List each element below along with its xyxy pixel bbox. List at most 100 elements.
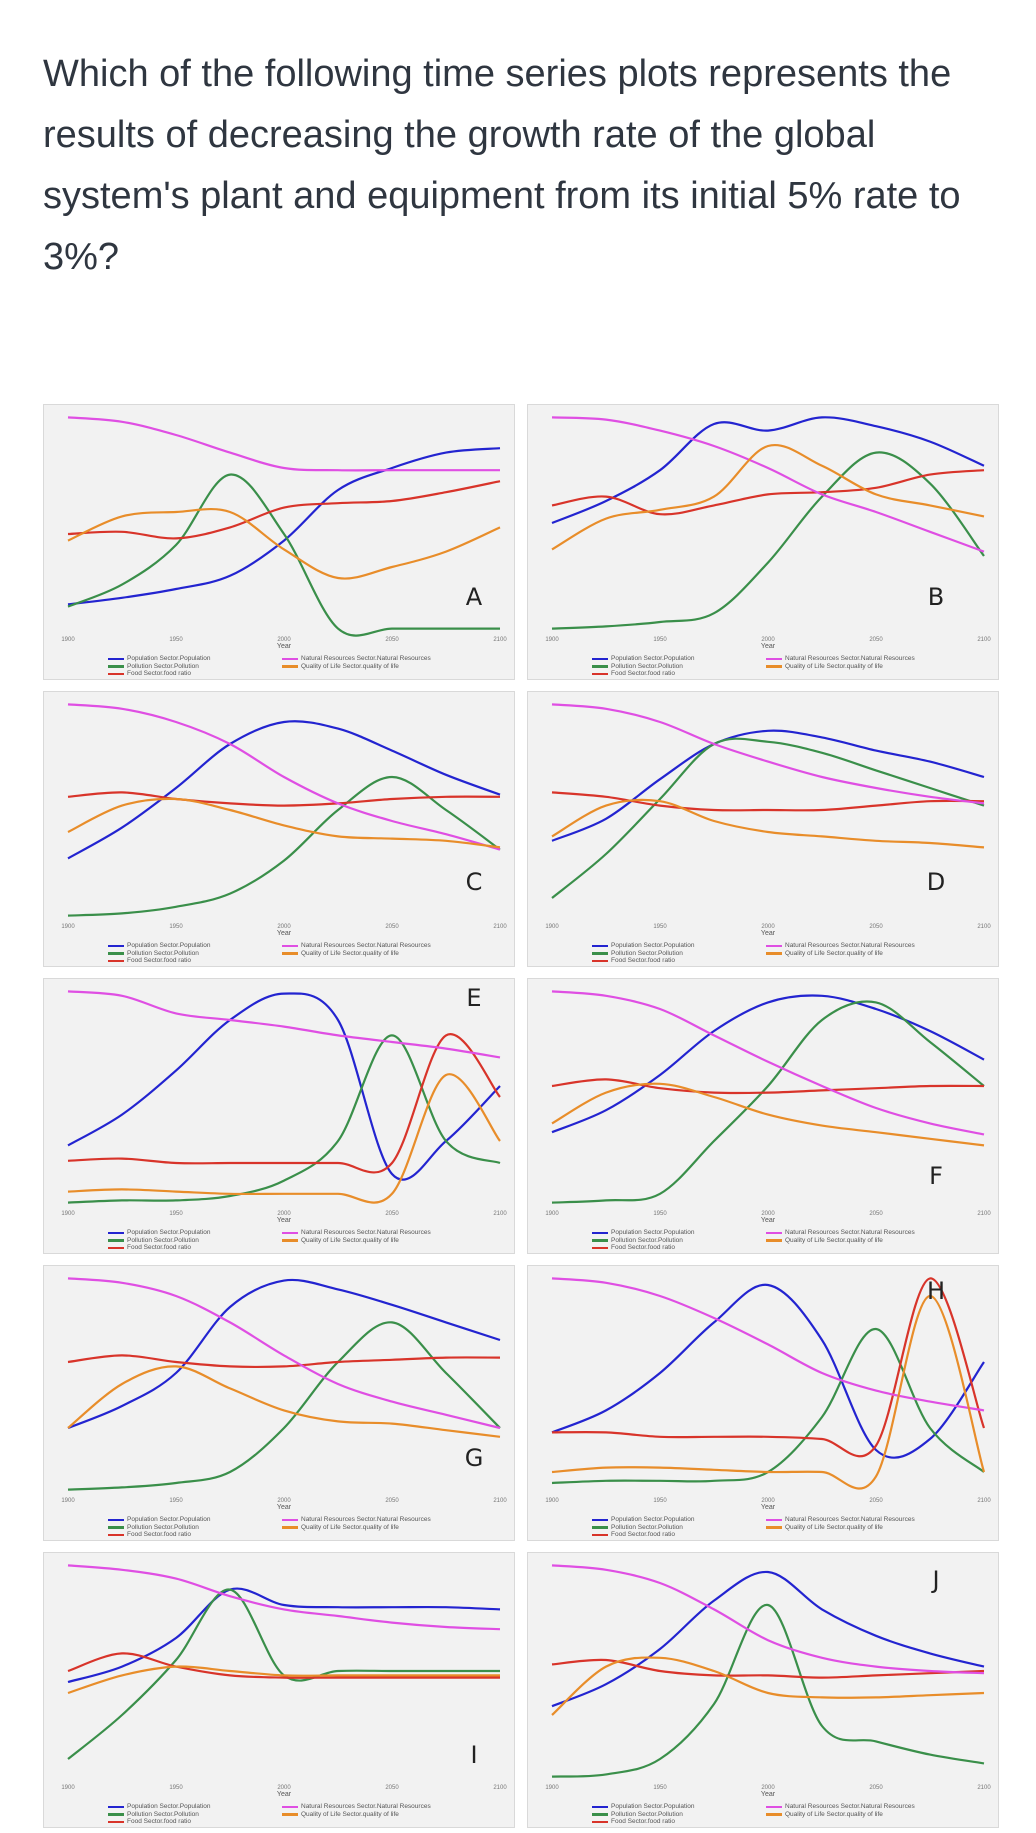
- x-tick-label: 1950: [169, 1785, 183, 1791]
- legend-swatch: [592, 952, 608, 955]
- legend-swatch: [592, 1813, 608, 1816]
- x-axis-label: Year: [277, 1504, 292, 1511]
- x-tick-label: 2000: [761, 924, 775, 930]
- chart-svg: 1900 1950 2000 2050 2100 Year H: [545, 1277, 991, 1511]
- series-line: [67, 703, 501, 851]
- panel-letter-label: G: [465, 1444, 484, 1472]
- x-tick-label: 2000: [761, 1785, 775, 1791]
- x-tick-label: 1950: [169, 924, 183, 930]
- legend-label: Quality of Life Sector.quality of life: [785, 662, 883, 670]
- chart-legend: Natural Resources Sector.Natural Resourc…: [282, 942, 431, 957]
- panel-letter-label: E: [466, 984, 481, 1012]
- legend-entry: Quality of Life Sector.quality of life: [766, 1811, 915, 1819]
- series-line: [551, 451, 985, 630]
- x-tick-label: 1900: [61, 924, 75, 930]
- chart-option-a: 1900 1950 2000 2050 2100 Year A Population Sect…: [43, 404, 515, 680]
- legend-entry: Natural Resources Sector.Natural Resourc…: [766, 655, 915, 663]
- chart-legend: Natural Resources Sector.Natural Resourc…: [766, 1516, 915, 1531]
- legend-label: Pollution Sector.Pollution: [611, 949, 683, 957]
- legend-label: Quality of Life Sector.quality of life: [301, 1236, 399, 1244]
- panel-letter-label: I: [470, 1741, 477, 1769]
- chart-legend: Natural Resources Sector.Natural Resourc…: [766, 1229, 915, 1244]
- x-tick-label: 1950: [653, 637, 667, 643]
- chart-svg: 1900 1950 2000 2050 2100 Year B: [545, 416, 991, 650]
- series-line: [67, 1033, 501, 1174]
- legend-label: Quality of Life Sector.quality of life: [301, 1810, 399, 1818]
- chart-option-c: 1900 1950 2000 2050 2100 Year C Population Sect…: [43, 691, 515, 967]
- legend-swatch: [592, 665, 608, 668]
- panel-letter-label: C: [466, 868, 483, 896]
- legend-label: Food Sector.food ratio: [611, 957, 675, 964]
- legend-swatch: [108, 1820, 124, 1823]
- x-tick-label: 1950: [653, 1211, 667, 1217]
- legend-entry: Population Sector.Population: [108, 655, 210, 663]
- legend-label: Natural Resources Sector.Natural Resourc…: [785, 655, 915, 662]
- legend-label: Quality of Life Sector.quality of life: [301, 1523, 399, 1531]
- legend-entry: Food Sector.food ratio: [108, 1531, 210, 1539]
- legend-entry: Population Sector.Population: [592, 1516, 694, 1524]
- legend-swatch: [108, 665, 124, 668]
- legend-swatch: [282, 665, 298, 668]
- series-line: [551, 994, 985, 1134]
- x-tick-label: 1900: [61, 1785, 75, 1791]
- x-tick-label: 2050: [385, 924, 399, 930]
- legend-swatch: [766, 952, 782, 955]
- legend-swatch: [592, 1246, 608, 1249]
- legend-label: Quality of Life Sector.quality of life: [785, 949, 883, 957]
- x-tick-label: 2050: [869, 1498, 883, 1504]
- x-tick-label: 1900: [545, 924, 559, 930]
- chart-legend: Natural Resources Sector.Natural Resourc…: [766, 1803, 915, 1818]
- legend-swatch: [592, 1533, 608, 1536]
- x-tick-label: 2000: [277, 1785, 291, 1791]
- chart-legend: Population Sector.Population Pollution Se…: [592, 655, 694, 678]
- legend-swatch: [282, 952, 298, 955]
- panel-letter-label: B: [928, 583, 944, 611]
- legend-swatch: [282, 1813, 298, 1816]
- legend-entry: Quality of Life Sector.quality of life: [282, 663, 431, 671]
- legend-swatch: [592, 1820, 608, 1823]
- panel-letter-label: J: [930, 1566, 939, 1594]
- legend-entry: Natural Resources Sector.Natural Resourc…: [282, 1516, 431, 1524]
- legend-entry: Natural Resources Sector.Natural Resourc…: [766, 1516, 915, 1524]
- series-line: [551, 791, 985, 812]
- legend-swatch: [108, 672, 124, 675]
- legend-entry: Population Sector.Population: [108, 1516, 210, 1524]
- legend-swatch: [108, 1231, 124, 1234]
- x-tick-label: 2050: [385, 1211, 399, 1217]
- legend-swatch: [108, 657, 124, 660]
- chart-legend: Natural Resources Sector.Natural Resourc…: [282, 655, 431, 670]
- x-tick-label: 2100: [493, 1211, 507, 1217]
- legend-entry: Food Sector.food ratio: [592, 1244, 694, 1252]
- legend-entry: Quality of Life Sector.quality of life: [766, 1237, 915, 1245]
- series-line: [67, 1588, 500, 1760]
- legend-swatch: [282, 657, 298, 660]
- series-line: [67, 797, 501, 849]
- x-axis-label: Year: [761, 930, 776, 937]
- legend-label: Food Sector.food ratio: [611, 1531, 675, 1538]
- legend-label: Quality of Life Sector.quality of life: [301, 662, 399, 670]
- legend-label: Natural Resources Sector.Natural Resourc…: [785, 1229, 915, 1236]
- legend-swatch: [108, 1518, 124, 1521]
- chart-legend: Population Sector.Population Pollution Se…: [592, 1803, 694, 1826]
- legend-entry: Food Sector.food ratio: [108, 670, 210, 678]
- series-line: [551, 1658, 985, 1679]
- series-line: [67, 1278, 501, 1430]
- x-tick-label: 2000: [761, 637, 775, 643]
- chart-legend: Population Sector.Population Pollution Se…: [592, 942, 694, 965]
- series-line: [67, 990, 501, 1059]
- x-tick-label: 1900: [61, 1211, 75, 1217]
- series-line: [551, 1082, 985, 1147]
- legend-swatch: [592, 672, 608, 675]
- x-axis-label: Year: [277, 643, 292, 650]
- x-tick-label: 1950: [169, 1498, 183, 1504]
- legend-label: Food Sector.food ratio: [127, 1244, 191, 1251]
- chart-svg: 1900 1950 2000 2050 2100 Year A: [61, 416, 507, 650]
- series-line: [67, 480, 501, 540]
- legend-label: Population Sector.Population: [127, 1516, 211, 1523]
- series-line: [551, 416, 985, 525]
- x-tick-label: 2100: [977, 1211, 991, 1217]
- legend-entry: Population Sector.Population: [592, 655, 694, 663]
- legend-swatch: [282, 1526, 298, 1529]
- x-tick-label: 1900: [61, 1498, 75, 1504]
- legend-label: Population Sector.Population: [611, 1229, 695, 1236]
